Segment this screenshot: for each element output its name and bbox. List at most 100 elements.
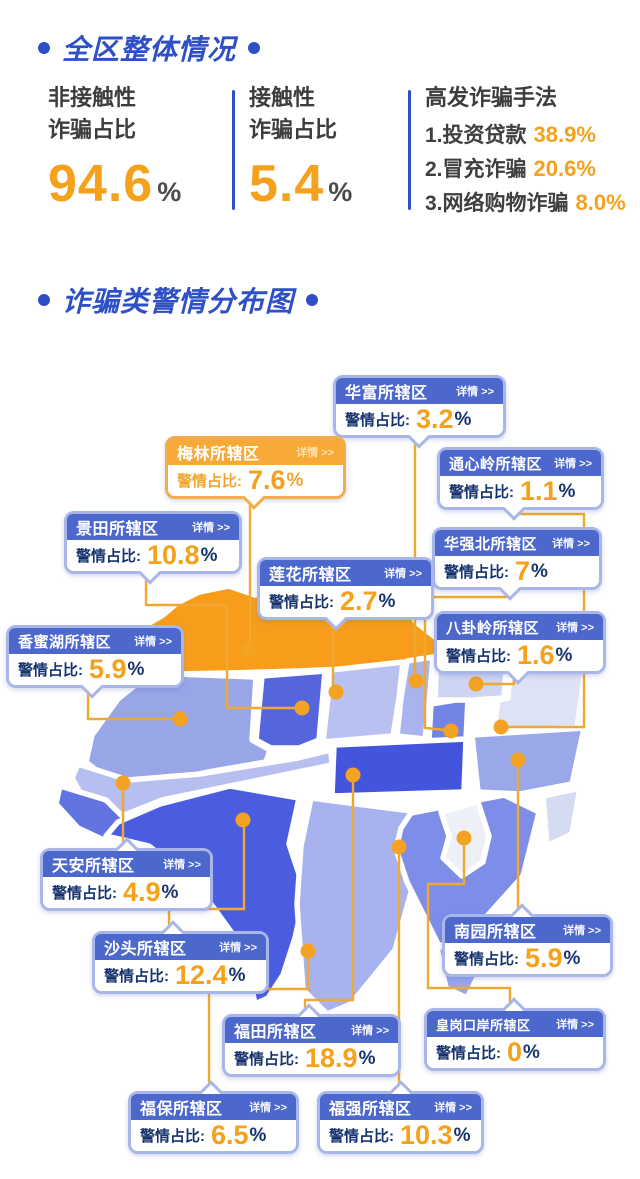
stat-value: 1.6 bbox=[517, 640, 555, 670]
detail-link[interactable]: 详情 >> bbox=[554, 458, 592, 470]
overview-section-title: 全区整体情况 bbox=[38, 28, 261, 68]
map-dot-tongxinling bbox=[493, 719, 509, 735]
stat-label: 警情占比: bbox=[52, 885, 117, 902]
station-card-bagualing[interactable]: 八卦岭所辖区 详情 >> 警情占比: 1.6% bbox=[434, 611, 606, 685]
detail-link[interactable]: 详情 >> bbox=[296, 447, 334, 459]
station-card-header: 皇岗口岸所辖区 详情 >> bbox=[427, 1011, 603, 1037]
stat-unit: % bbox=[558, 480, 576, 502]
detail-link[interactable]: 详情 >> bbox=[563, 925, 601, 937]
station-card-header: 景田所辖区 详情 >> bbox=[67, 514, 239, 540]
detail-link[interactable]: 详情 >> bbox=[552, 538, 590, 550]
map-dot-huaqiangbei bbox=[443, 723, 459, 739]
station-name: 梅林所辖区 bbox=[177, 446, 260, 463]
stat-value: 5.9 bbox=[89, 654, 127, 684]
station-card-header: 莲花所辖区 详情 >> bbox=[260, 560, 431, 586]
stat-value: 7.6 bbox=[248, 465, 286, 495]
title-bullet-left-icon bbox=[38, 42, 50, 54]
stat-label: 警情占比: bbox=[345, 412, 410, 429]
stat-label: 警情占比: bbox=[436, 1045, 501, 1062]
stat-label: 警情占比: bbox=[76, 548, 141, 565]
station-card-body: 警情占比: 3.2% bbox=[336, 404, 503, 435]
stat-value: 2.7 bbox=[340, 586, 378, 616]
fraud-methods: 高发诈骗手法 1.投资贷款 38.9% 2.冒充诈骗 20.6% 3.网络购物诈骗 8… bbox=[425, 80, 626, 220]
station-card-huafu[interactable]: 华富所辖区 详情 >> 警情占比: 3.2% bbox=[333, 375, 506, 449]
station-card-header: 华强北所辖区 详情 >> bbox=[435, 530, 599, 556]
connector-line-jingtian bbox=[144, 570, 297, 710]
detail-link[interactable]: 详情 >> bbox=[556, 622, 594, 634]
stat-unit: % bbox=[127, 658, 145, 680]
station-card-header: 福强所辖区 详情 >> bbox=[320, 1094, 481, 1120]
station-card-huanggangkouan[interactable]: 皇岗口岸所辖区 详情 >> 警情占比: 0% bbox=[424, 997, 606, 1071]
station-card-body: 警情占比: 7.6% bbox=[168, 465, 343, 496]
map-dot-bagualing bbox=[468, 676, 484, 692]
station-card-header: 八卦岭所辖区 详情 >> bbox=[437, 614, 603, 640]
stat-value: 4.9 bbox=[123, 877, 161, 907]
detail-link[interactable]: 详情 >> bbox=[163, 859, 201, 871]
detail-link[interactable]: 详情 >> bbox=[434, 1102, 472, 1114]
station-card-body: 警情占比: 1.6% bbox=[437, 640, 603, 671]
station-card-fuqiang[interactable]: 福强所辖区 详情 >> 警情占比: 10.3% bbox=[317, 1080, 484, 1154]
detail-link[interactable]: 详情 >> bbox=[134, 636, 172, 648]
detail-link[interactable]: 详情 >> bbox=[556, 1019, 594, 1031]
fraud-methods-title: 高发诈骗手法 bbox=[425, 85, 558, 110]
overview-title-text: 全区整体情况 bbox=[62, 34, 237, 65]
map-dot-shatou bbox=[235, 812, 251, 828]
station-card-meilin[interactable]: 梅林所辖区 详情 >> 警情占比: 7.6% bbox=[165, 436, 346, 510]
detail-link[interactable]: 详情 >> bbox=[249, 1102, 287, 1114]
stat-divider-2 bbox=[408, 90, 411, 210]
map-dot-fuqiang bbox=[391, 839, 407, 855]
station-card-tianan[interactable]: 天安所辖区 详情 >> 警情占比: 4.9% bbox=[40, 837, 213, 911]
fraud-method-item: 3.网络购物诈骗 8.0% bbox=[425, 190, 626, 215]
map-region-futian bbox=[329, 736, 469, 799]
detail-link[interactable]: 详情 >> bbox=[192, 522, 230, 534]
station-card-fubao[interactable]: 福保所辖区 详情 >> 警情占比: 6.5% bbox=[128, 1080, 299, 1154]
station-name: 景田所辖区 bbox=[76, 521, 159, 538]
station-card-body: 警情占比: 7% bbox=[435, 556, 599, 587]
stat-unit: % bbox=[453, 1124, 471, 1146]
station-name: 沙头所辖区 bbox=[104, 941, 187, 958]
stat-contact-value: 5.4 bbox=[249, 155, 325, 213]
stat-label: 警情占比: bbox=[454, 951, 519, 968]
station-card-tongxinling[interactable]: 通心岭所辖区 详情 >> 警情占比: 1.1% bbox=[437, 447, 604, 521]
station-card-header: 沙头所辖区 详情 >> bbox=[95, 934, 266, 960]
stat-unit: % bbox=[555, 644, 573, 666]
station-card-shatou[interactable]: 沙头所辖区 详情 >> 警情占比: 12.4% bbox=[92, 920, 269, 994]
station-name: 皇岗口岸所辖区 bbox=[436, 1017, 531, 1033]
station-card-header: 福保所辖区 详情 >> bbox=[131, 1094, 296, 1120]
station-card-futian[interactable]: 福田所辖区 详情 >> 警情占比: 18.9% bbox=[222, 1003, 401, 1077]
detail-link[interactable]: 详情 >> bbox=[456, 386, 494, 398]
station-name: 香蜜湖所辖区 bbox=[18, 633, 112, 651]
detail-link[interactable]: 详情 >> bbox=[351, 1025, 389, 1037]
stat-contact-unit: % bbox=[328, 177, 353, 207]
station-card-lianhua[interactable]: 莲花所辖区 详情 >> 警情占比: 2.7% bbox=[257, 557, 434, 631]
station-card-body: 警情占比: 4.9% bbox=[43, 877, 210, 908]
title-bullet-right-icon bbox=[306, 294, 319, 306]
title-bullet-right-icon bbox=[248, 42, 261, 54]
map-dot-lianhua bbox=[328, 684, 344, 700]
station-card-header: 天安所辖区 详情 >> bbox=[43, 851, 210, 877]
detail-link[interactable]: 详情 >> bbox=[384, 568, 422, 580]
station-card-nanyuan[interactable]: 南园所辖区 详情 >> 警情占比: 5.9% bbox=[442, 903, 613, 977]
station-name: 福强所辖区 bbox=[329, 1101, 412, 1118]
station-card-xiangmihu[interactable]: 香蜜湖所辖区 详情 >> 警情占比: 5.9% bbox=[6, 625, 184, 699]
stat-label: 警情占比: bbox=[446, 648, 511, 665]
station-card-body: 警情占比: 10.3% bbox=[320, 1120, 481, 1151]
fraud-method-value: 8.0% bbox=[575, 190, 626, 215]
stat-value: 18.9 bbox=[305, 1043, 358, 1073]
map-dot-huafu bbox=[408, 673, 424, 689]
station-name: 华富所辖区 bbox=[345, 385, 428, 402]
station-card-jingtian[interactable]: 景田所辖区 详情 >> 警情占比: 10.8% bbox=[64, 511, 242, 585]
detail-link[interactable]: 详情 >> bbox=[219, 942, 257, 954]
stat-contact: 接触性 诈骗占比 5.4 % bbox=[249, 82, 352, 214]
station-card-body: 警情占比: 5.9% bbox=[445, 943, 610, 974]
stat-unit: % bbox=[249, 1124, 267, 1146]
stat-label: 警情占比: bbox=[269, 594, 334, 611]
station-name: 华强北所辖区 bbox=[444, 535, 538, 553]
fraud-method-value: 20.6% bbox=[533, 156, 596, 181]
stat-contact-label-line2: 诈骗占比 bbox=[249, 117, 338, 142]
station-name: 莲花所辖区 bbox=[269, 567, 352, 584]
map-dot-tianan bbox=[115, 775, 131, 791]
fraud-method-item: 1.投资贷款 38.9% bbox=[425, 122, 596, 147]
station-card-huaqiangbei[interactable]: 华强北所辖区 详情 >> 警情占比: 7% bbox=[432, 527, 602, 601]
